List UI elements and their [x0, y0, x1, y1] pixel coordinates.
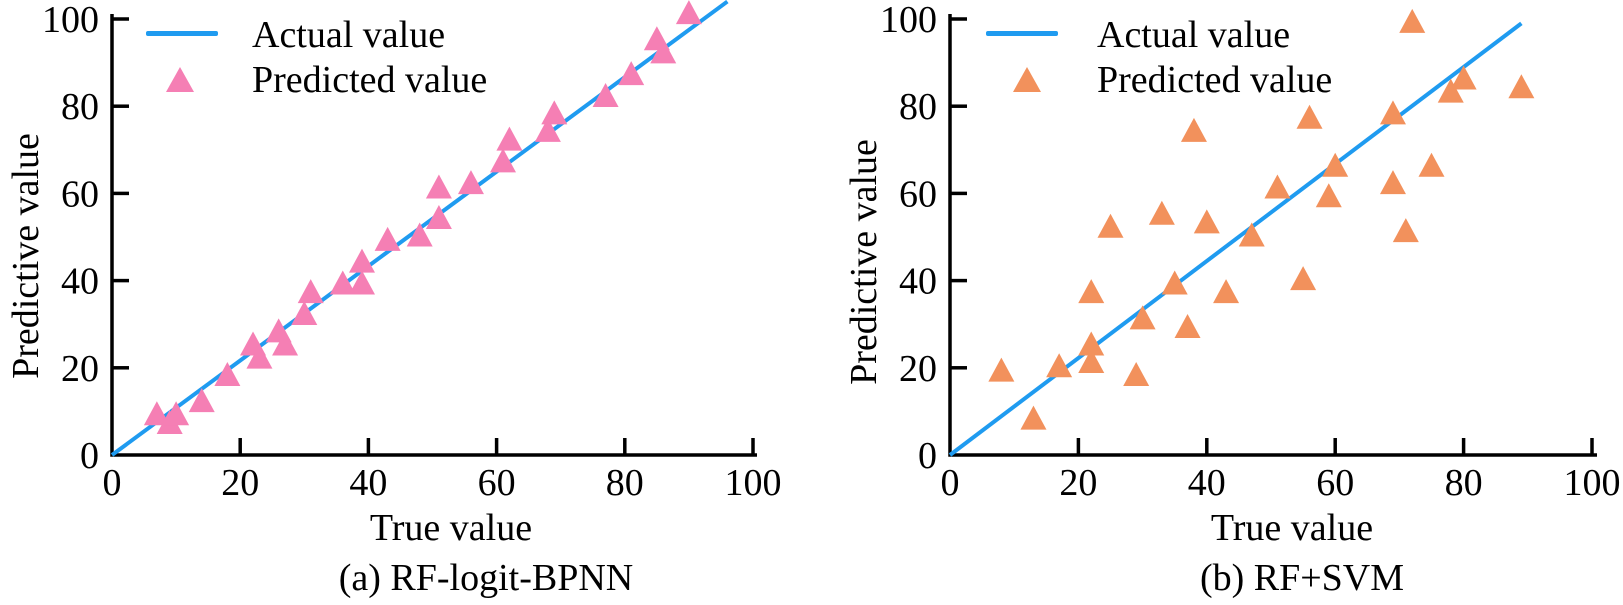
y-tick-label-a: 20 — [61, 348, 99, 390]
predicted-value-point-b — [1437, 78, 1464, 103]
legend-label-actual-a: Actual value — [252, 14, 446, 56]
predicted-value-point-b — [1123, 362, 1150, 387]
predicted-value-point-a — [214, 362, 241, 387]
y-tick-label-b: 40 — [899, 261, 937, 303]
predicted-value-point-a — [348, 248, 375, 273]
predicted-value-point-b — [1315, 183, 1342, 208]
caption-b: (b) RF+SVM — [1199, 557, 1405, 599]
predicted-value-point-a — [291, 300, 318, 325]
x-tick-label-b: 20 — [1059, 462, 1097, 504]
predicted-value-point-b — [1161, 270, 1188, 295]
predicted-value-point-b — [1379, 170, 1406, 195]
predicted-value-point-a — [490, 148, 517, 173]
y-tick-label-a: 60 — [61, 173, 99, 215]
predicted-value-point-b — [1392, 218, 1419, 243]
y-tick-label-b: 80 — [899, 86, 937, 128]
y-tick-label-b: 20 — [899, 348, 937, 390]
predicted-value-point-a — [272, 331, 299, 356]
predicted-value-point-a — [143, 401, 170, 426]
x-tick-label-b: 80 — [1445, 462, 1483, 504]
predicted-value-point-a — [348, 270, 375, 295]
predicted-value-point-a — [374, 226, 401, 251]
legend-line-swatch-a — [146, 31, 218, 36]
predicted-value-point-a — [541, 100, 568, 125]
predicted-value-point-b — [1193, 209, 1220, 234]
y-tick-label-b: 60 — [899, 173, 937, 215]
caption-a: (a) RF-logit-BPNN — [338, 557, 634, 599]
predicted-value-point-a — [534, 117, 561, 142]
predicted-value-point-b — [1296, 104, 1323, 129]
x-tick-label-b: 0 — [941, 462, 960, 504]
predicted-value-point-b — [1290, 266, 1317, 291]
predicted-value-point-a — [457, 170, 484, 195]
x-tick-label-a: 20 — [221, 462, 259, 504]
chart-b: 0 20 40 60 80 100 0 20 40 60 80 100 — [880, 0, 1621, 504]
x-tick-label-b: 40 — [1188, 462, 1226, 504]
predicted-value-point-b — [1078, 348, 1105, 373]
predicted-value-point-b — [1046, 353, 1073, 378]
predicted-value-point-b — [988, 357, 1015, 382]
predicted-value-point-b — [1450, 65, 1477, 90]
actual-value-line-b — [948, 21, 1523, 457]
predicted-value-point-b — [1213, 279, 1240, 304]
predicted-value-point-a — [163, 401, 190, 426]
y-tick-label-a: 40 — [61, 261, 99, 303]
legend-label-predicted-b: Predicted value — [1097, 59, 1333, 101]
x-tick-label-a: 60 — [478, 462, 516, 504]
legend-line-swatch-b — [986, 31, 1058, 36]
predicted-value-point-b — [1418, 152, 1445, 177]
x-tick-label-b: 60 — [1316, 462, 1354, 504]
x-tick-label-a: 0 — [103, 462, 122, 504]
predicted-value-point-b — [1078, 279, 1105, 304]
predicted-value-point-b — [1174, 314, 1201, 339]
y-tick-label-b: 0 — [918, 435, 937, 477]
x-tick-label-a: 100 — [725, 462, 782, 504]
predicted-value-point-b — [1399, 8, 1426, 33]
predicted-value-point-a — [650, 39, 677, 64]
predicted-value-point-a — [675, 0, 702, 25]
y-axis-title-b: Predictive value — [843, 139, 885, 385]
predicted-value-point-a — [329, 270, 356, 295]
predicted-value-point-b — [1129, 305, 1156, 330]
legend-triangle-swatch-a — [166, 67, 194, 92]
predicted-value-point-b — [1508, 74, 1535, 99]
x-tick-label-b: 100 — [1564, 462, 1621, 504]
predicted-value-point-b — [1148, 200, 1175, 225]
predicted-value-point-a — [496, 126, 523, 151]
predicted-value-point-a — [592, 82, 619, 107]
x-tick-label-a: 80 — [606, 462, 644, 504]
x-axis-title-b: True value — [1210, 507, 1374, 549]
y-tick-label-b: 100 — [880, 0, 937, 41]
predicted-value-point-a — [425, 174, 452, 199]
predicted-value-point-a — [246, 344, 273, 369]
y-tick-label-a: 0 — [80, 435, 99, 477]
predicted-value-point-b — [1097, 213, 1124, 238]
legend-triangle-swatch-b — [1013, 67, 1041, 92]
x-tick-label-a: 40 — [349, 462, 387, 504]
y-axis-title-a: Predictive value — [5, 133, 47, 379]
predicted-value-point-a — [425, 205, 452, 230]
predicted-value-point-b — [1180, 117, 1207, 142]
predicted-value-point-b — [1020, 405, 1047, 430]
predicted-value-point-b — [1379, 100, 1406, 125]
predicted-value-point-b — [1078, 331, 1105, 356]
predicted-value-point-a — [297, 279, 324, 304]
predicted-value-point-b — [1238, 222, 1265, 247]
predicted-value-point-b — [1322, 152, 1349, 177]
y-tick-label-a: 80 — [61, 86, 99, 128]
chart-a: 0 20 40 60 80 100 0 20 40 60 80 100 — [42, 0, 782, 504]
x-axis-title-a: True value — [369, 507, 533, 549]
predicted-value-point-a — [618, 61, 645, 86]
legend-label-actual-b: Actual value — [1097, 14, 1291, 56]
predicted-value-point-b — [1264, 174, 1291, 199]
predicted-value-point-a — [406, 222, 433, 247]
predicted-value-point-a — [188, 388, 215, 413]
y-tick-label-a: 100 — [42, 0, 99, 41]
legend-label-predicted-a: Predicted value — [252, 59, 488, 101]
